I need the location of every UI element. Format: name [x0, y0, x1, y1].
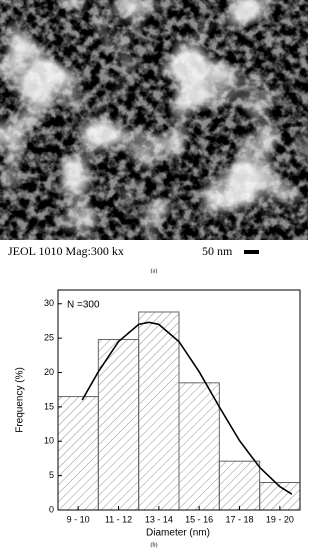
panel-label: (a): [151, 267, 158, 274]
bar: [57, 396, 99, 511]
y-tick-label: 10: [44, 436, 54, 446]
x-axis-label: Diameter (nm): [146, 528, 210, 539]
y-tick-label: 0: [49, 504, 54, 514]
bar: [97, 339, 140, 511]
annotation: N =300: [67, 300, 100, 311]
bar: [178, 382, 220, 511]
y-axis-label: Frequency (%): [15, 367, 26, 433]
scale-bar: [244, 250, 259, 254]
image-caption: JEOL 1010 Mag:300 kx: [8, 244, 124, 258]
scale-label: 50 nm: [202, 244, 233, 258]
panel-label: (b): [151, 541, 158, 548]
x-tick-label: 11 - 12: [105, 514, 132, 524]
tem-image: [0, 0, 308, 240]
x-tick-label: 13 - 14: [145, 514, 173, 524]
x-tick-label: 9 - 10: [67, 514, 90, 524]
figure: JEOL 1010 Mag:300 kx 50 nm (a) (b) N =30…: [0, 0, 308, 548]
x-tick-label: 19 - 20: [266, 514, 294, 524]
x-tick-label: 15 - 16: [185, 514, 213, 524]
plot-frame: [57, 289, 301, 511]
fit-curve: [81, 321, 293, 495]
y-tick-label: 5: [49, 470, 54, 480]
bar: [138, 311, 180, 511]
y-tick-label: 30: [44, 298, 54, 308]
x-tick-label: 17 - 18: [225, 514, 253, 524]
y-tick-label: 25: [44, 333, 54, 343]
y-tick-label: 20: [44, 367, 54, 377]
y-tick-label: 15: [44, 401, 54, 411]
bar: [218, 460, 261, 511]
